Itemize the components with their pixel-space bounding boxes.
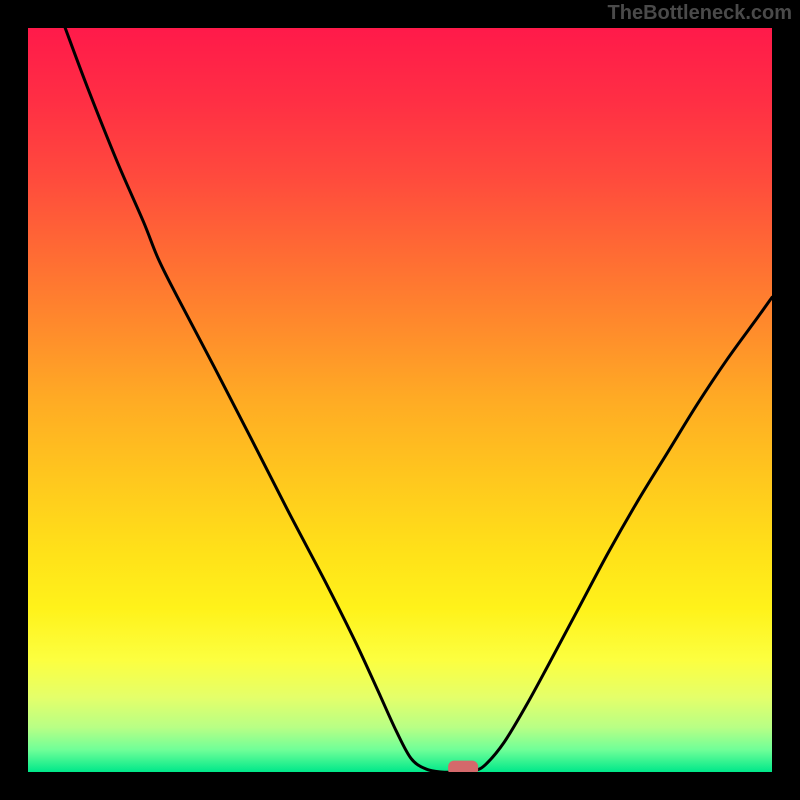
bottleneck-curve — [28, 28, 772, 772]
plot-area — [28, 28, 772, 772]
minimum-marker — [448, 761, 478, 772]
watermark-text: TheBottleneck.com — [608, 2, 792, 25]
